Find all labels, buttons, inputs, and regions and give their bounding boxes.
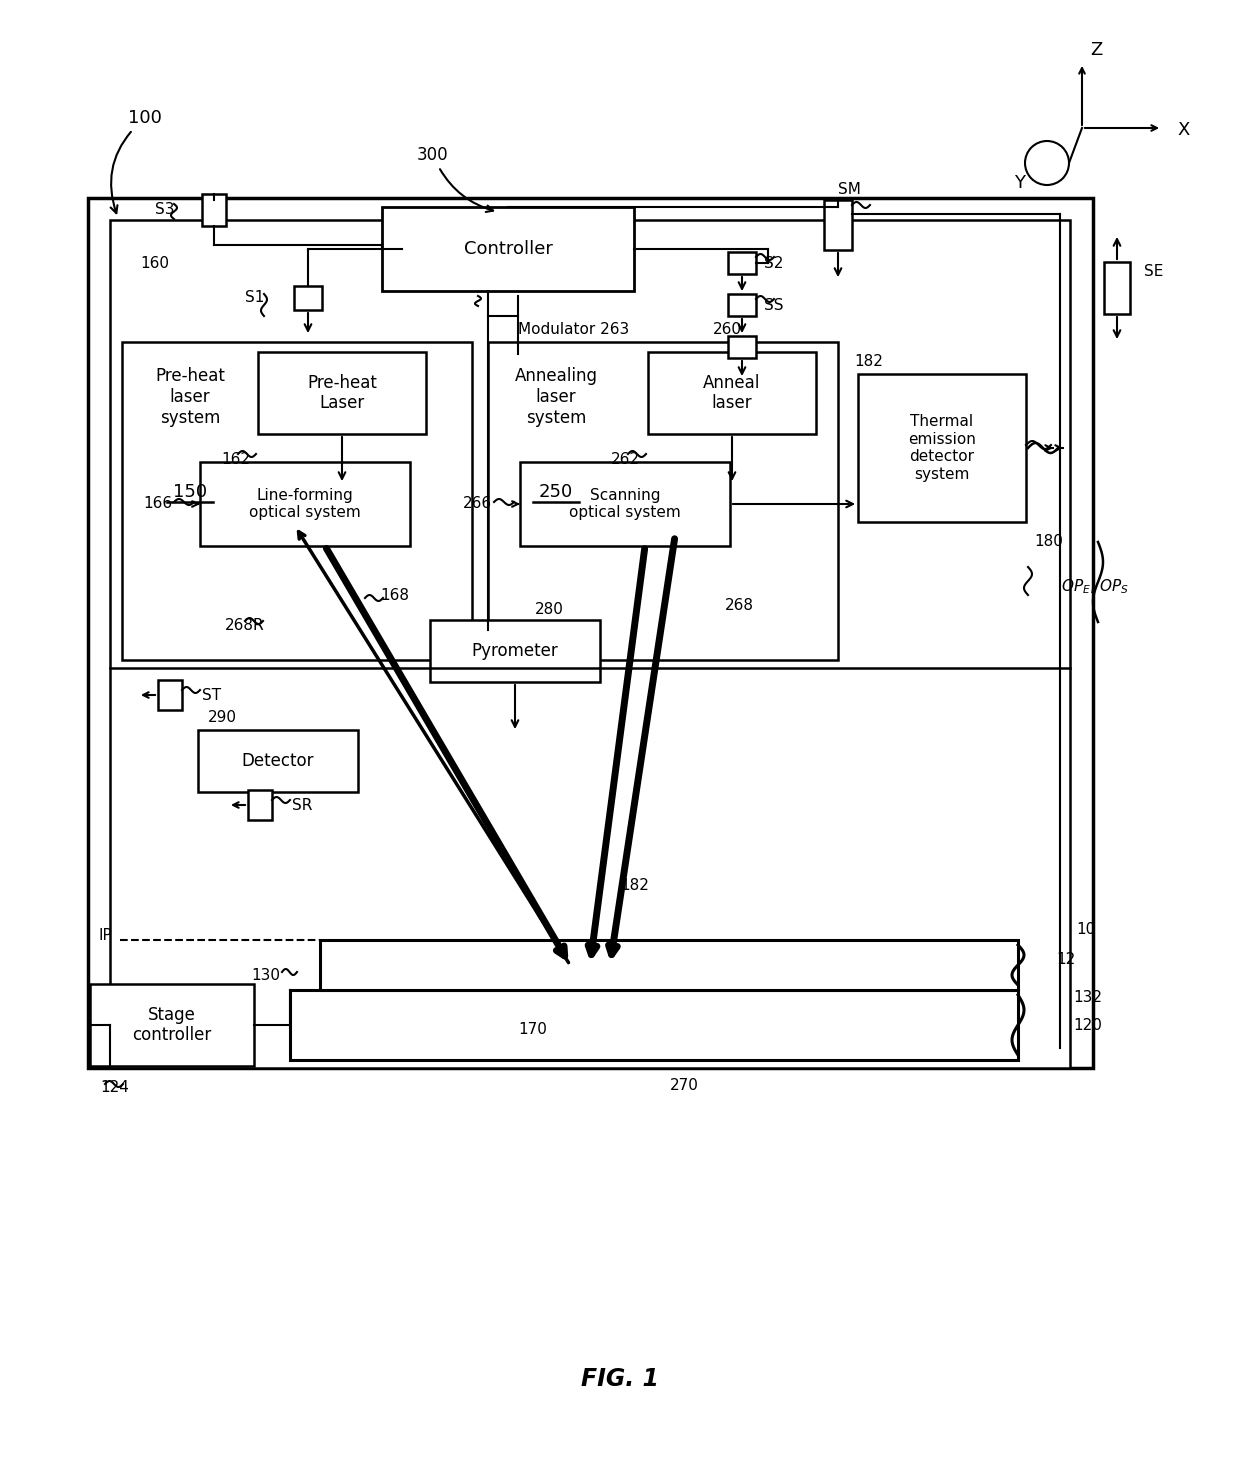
Bar bbox=[320, 939, 1018, 991]
Text: SE: SE bbox=[1145, 264, 1163, 279]
Bar bbox=[258, 352, 427, 434]
Text: 100: 100 bbox=[110, 110, 162, 213]
Text: 160: 160 bbox=[140, 256, 169, 270]
Bar bbox=[122, 342, 472, 660]
Text: 250: 250 bbox=[539, 484, 573, 501]
Text: SR: SR bbox=[291, 798, 312, 812]
Bar bbox=[520, 462, 730, 546]
Text: Thermal
emission
detector
system: Thermal emission detector system bbox=[908, 415, 976, 482]
Bar bbox=[649, 352, 816, 434]
Text: 300: 300 bbox=[417, 146, 494, 212]
Text: Controller: Controller bbox=[464, 240, 553, 259]
Bar bbox=[728, 294, 756, 316]
Bar bbox=[728, 251, 756, 275]
Bar bbox=[489, 342, 838, 660]
Text: Z: Z bbox=[1090, 41, 1102, 58]
Text: 270: 270 bbox=[670, 1078, 698, 1093]
Bar bbox=[110, 221, 1070, 1068]
Bar bbox=[290, 991, 1018, 1061]
Text: 10: 10 bbox=[1076, 922, 1095, 938]
Text: 124: 124 bbox=[100, 1081, 129, 1096]
Text: Scanning
optical system: Scanning optical system bbox=[569, 488, 681, 520]
Text: Detector: Detector bbox=[242, 752, 314, 770]
Text: SM: SM bbox=[838, 183, 861, 197]
Text: Anneal
laser: Anneal laser bbox=[703, 374, 760, 412]
Text: Annealing
laser
system: Annealing laser system bbox=[515, 367, 598, 427]
Text: S3: S3 bbox=[155, 203, 174, 218]
Text: Pre-heat
Laser: Pre-heat Laser bbox=[308, 374, 377, 412]
Text: 280: 280 bbox=[534, 602, 564, 618]
Text: Pre-heat
laser
system: Pre-heat laser system bbox=[155, 367, 224, 427]
Bar bbox=[728, 336, 756, 358]
Text: IP: IP bbox=[98, 928, 112, 942]
Bar bbox=[91, 985, 254, 1067]
Text: 260: 260 bbox=[713, 323, 742, 337]
Text: 182: 182 bbox=[620, 878, 649, 893]
Bar bbox=[294, 286, 322, 310]
Text: 180: 180 bbox=[1034, 535, 1063, 549]
Text: $OP_E$, $OP_S$: $OP_E$, $OP_S$ bbox=[1061, 577, 1128, 596]
Text: S1: S1 bbox=[244, 291, 264, 305]
Text: 166: 166 bbox=[143, 497, 172, 511]
Text: 268R: 268R bbox=[226, 618, 265, 634]
Bar bbox=[382, 207, 634, 291]
Bar bbox=[202, 194, 226, 226]
Bar bbox=[430, 619, 600, 682]
Text: 130: 130 bbox=[250, 967, 280, 982]
Bar bbox=[858, 374, 1025, 522]
Bar bbox=[88, 199, 1092, 1068]
Bar bbox=[200, 462, 410, 546]
Bar bbox=[157, 679, 182, 710]
Text: Stage
controller: Stage controller bbox=[133, 1005, 212, 1045]
Text: 170: 170 bbox=[518, 1023, 547, 1037]
Text: 162: 162 bbox=[221, 451, 250, 466]
Text: 120: 120 bbox=[1073, 1017, 1102, 1033]
Text: 150: 150 bbox=[172, 484, 207, 501]
Text: S2: S2 bbox=[764, 256, 784, 270]
Text: 182: 182 bbox=[854, 355, 883, 370]
Text: SS: SS bbox=[764, 298, 784, 313]
Text: 268: 268 bbox=[725, 599, 754, 614]
Text: Line-forming
optical system: Line-forming optical system bbox=[249, 488, 361, 520]
Text: 168: 168 bbox=[379, 589, 409, 603]
Text: 12: 12 bbox=[1056, 953, 1075, 967]
Text: X: X bbox=[1177, 121, 1189, 139]
Text: 290: 290 bbox=[208, 710, 237, 726]
Text: ST: ST bbox=[202, 688, 221, 703]
Circle shape bbox=[1025, 142, 1069, 186]
Bar bbox=[1104, 262, 1130, 314]
Text: 132: 132 bbox=[1073, 991, 1102, 1005]
Bar bbox=[198, 730, 358, 792]
Text: Modulator 263: Modulator 263 bbox=[518, 323, 629, 337]
Text: Y: Y bbox=[1014, 174, 1025, 191]
Bar bbox=[825, 200, 852, 250]
Text: FIG. 1: FIG. 1 bbox=[582, 1367, 658, 1391]
Text: 266: 266 bbox=[463, 497, 492, 511]
Text: 262: 262 bbox=[611, 451, 640, 466]
Bar bbox=[248, 790, 272, 820]
Text: Pyrometer: Pyrometer bbox=[471, 641, 558, 660]
